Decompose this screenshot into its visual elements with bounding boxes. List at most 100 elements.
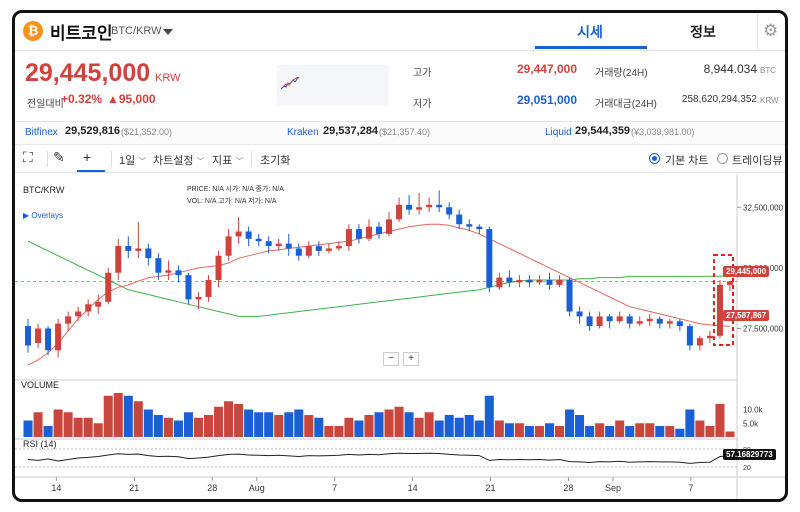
- candle-body: [235, 231, 242, 237]
- moving-average-green: [27, 240, 730, 317]
- price-unit: KRW: [155, 72, 181, 84]
- volume-tick-label: 10.0k: [743, 406, 764, 415]
- tab-info[interactable]: 정보: [690, 24, 716, 40]
- volume-bar: [113, 393, 123, 437]
- interval-select[interactable]: 1일 ﹀: [119, 152, 146, 168]
- ma-price-tag: 27,587,867: [723, 310, 770, 321]
- volume-bar: [534, 426, 544, 437]
- active-tab-indicator: [535, 46, 647, 49]
- x-tick-label: 21: [129, 483, 139, 493]
- candle-body: [566, 280, 573, 312]
- volume-bar: [183, 412, 193, 437]
- volume-bar: [234, 404, 244, 437]
- exchange-usd-kraken: ($21,357.40): [379, 127, 431, 137]
- volume-bar: [193, 417, 204, 437]
- amount-label: 거래대금(24H): [595, 99, 657, 110]
- coin-name[interactable]: 비트코인: [50, 24, 113, 43]
- price-chart[interactable]: 32,500,00030,000,00027,500,00010.0k5.0k8…: [15, 175, 785, 502]
- tradingview-label[interactable]: 트레이딩뷰: [732, 155, 783, 167]
- volume-bar: [645, 423, 655, 437]
- candle-body: [85, 304, 92, 312]
- ohlc-row-2: VOL: N/A 고가: N/A 저가: N/A: [187, 198, 277, 205]
- volume-bar: [133, 401, 143, 437]
- gear-icon[interactable]: ⚙: [763, 21, 779, 40]
- zoom-out-button[interactable]: −: [383, 352, 399, 366]
- y-tick-label: 32,500,000: [743, 203, 784, 212]
- volume-bar: [93, 423, 103, 437]
- current-price-tag: 29,445,000: [723, 266, 770, 277]
- candle-body: [335, 246, 342, 249]
- candle-body: [185, 275, 192, 300]
- candle-body: [325, 248, 332, 251]
- candle-body: [426, 204, 433, 208]
- candle-body: [716, 284, 723, 336]
- volume-bar: [364, 415, 374, 437]
- volume-bar: [494, 420, 504, 437]
- tradingview-radio[interactable]: [717, 153, 728, 164]
- header-bar: [15, 13, 785, 51]
- pen-icon[interactable]: ✎: [53, 149, 65, 165]
- change-label: 전일대비: [27, 99, 64, 110]
- x-tick-label: 28: [207, 483, 217, 493]
- volume-bar: [63, 412, 73, 437]
- expand-icon[interactable]: ⛶: [23, 149, 33, 165]
- volume-bar: [434, 420, 444, 437]
- ohlc-row-1: PRICE: N/A 시가: N/A 종가: N/A: [187, 186, 284, 193]
- candle-body: [215, 255, 222, 280]
- basic-chart-label[interactable]: 기본 차트: [665, 155, 709, 167]
- overlays-toggle[interactable]: ▶ Overlays: [23, 211, 63, 220]
- volume-bar: [615, 420, 625, 437]
- rsi-label: RSI (14): [23, 439, 57, 449]
- chevron-down-icon[interactable]: [163, 29, 173, 35]
- crosshair-icon[interactable]: +: [83, 149, 92, 165]
- volume-bar: [83, 417, 93, 437]
- candle-body: [315, 246, 322, 251]
- highlight-box: [712, 254, 735, 346]
- coin-pair[interactable]: BTC/KRW: [111, 25, 162, 37]
- volume-bar: [575, 415, 585, 437]
- zoom-in-button[interactable]: +: [403, 352, 419, 366]
- volume-unit: BTC: [760, 66, 776, 75]
- volume-bar: [554, 426, 565, 437]
- volume-bar: [23, 420, 33, 437]
- exchange-usd-bitfinex: ($21,352.00): [121, 127, 173, 137]
- exchange-sub-liquid: (¥3,039,981.00): [631, 127, 695, 137]
- candle-body: [225, 236, 232, 256]
- indicators-menu[interactable]: 지표 ﹀: [212, 152, 243, 168]
- volume-bar: [524, 426, 534, 437]
- reset-button[interactable]: 초기화: [260, 155, 291, 167]
- rsi-value-tag: 57.16829773: [723, 449, 776, 460]
- exchange-name-bitfinex[interactable]: Bitfinex: [25, 127, 58, 138]
- candle-body: [486, 229, 493, 288]
- volume-bar: [274, 415, 284, 437]
- volume-bar: [484, 395, 494, 437]
- interval-label: 1일: [119, 155, 136, 167]
- candle-body: [375, 226, 383, 234]
- chart-settings-menu[interactable]: 차트설정 ﹀: [153, 152, 205, 168]
- tab-market[interactable]: 시세: [577, 24, 603, 40]
- candle-body: [446, 207, 453, 215]
- volume-bar: [544, 423, 554, 437]
- exchange-name-kraken[interactable]: Kraken: [287, 127, 319, 138]
- chart-toolbar: [15, 147, 785, 173]
- volume-bar: [705, 426, 715, 437]
- volume-label: VOLUME: [21, 380, 60, 390]
- volume-bar: [143, 409, 153, 437]
- candle-body: [686, 326, 693, 346]
- volume-bar: [695, 420, 705, 437]
- candle-body: [285, 243, 292, 249]
- toolbar-divider: [251, 151, 252, 167]
- exchange-name-liquid[interactable]: Liquid: [545, 127, 572, 138]
- volume-bar: [464, 415, 474, 437]
- volume-bar: [123, 395, 133, 437]
- candle-body: [245, 231, 252, 239]
- volume-bar: [224, 401, 234, 437]
- candle-body: [496, 277, 503, 288]
- volume-bar: [725, 431, 735, 437]
- candle-body: [95, 301, 102, 307]
- candle-body: [526, 280, 533, 283]
- volume-bar: [214, 406, 224, 437]
- change-percent: +0.32%: [61, 92, 103, 106]
- basic-chart-radio[interactable]: [649, 153, 660, 164]
- volume-bar: [53, 409, 63, 437]
